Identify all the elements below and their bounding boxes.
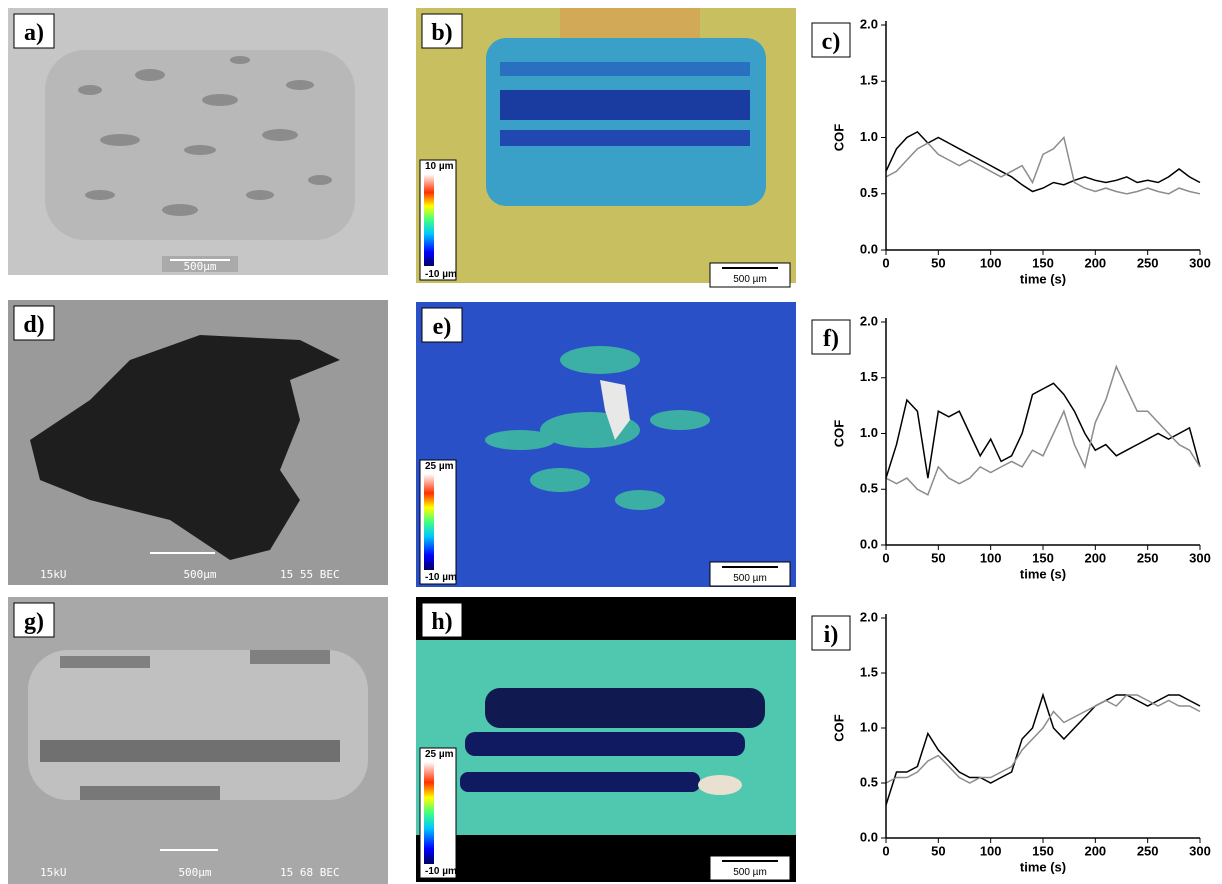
panel-label: d) xyxy=(23,312,44,338)
micrograph-a: 500µm a) xyxy=(8,8,388,275)
x-tick-label: 0 xyxy=(882,843,889,858)
x-tick-label: 100 xyxy=(980,255,1002,270)
y-tick-label: 2.0 xyxy=(860,609,878,624)
x-tick-label: 300 xyxy=(1189,550,1211,565)
panel-label: g) xyxy=(24,609,44,635)
data-line xyxy=(885,692,1201,806)
y-tick-label: 0.0 xyxy=(860,241,878,256)
y-tick-label: 0.5 xyxy=(860,774,878,789)
x-tick-label: 200 xyxy=(1084,255,1106,270)
panel-label: i) xyxy=(824,622,839,648)
sem-info: 15 55 BEC xyxy=(280,568,340,581)
scale-bar-label: 500µm xyxy=(183,568,216,581)
x-axis-label: time (s) xyxy=(1020,271,1066,286)
y-tick-label: 1.5 xyxy=(860,73,878,88)
y-tick-label: 0.0 xyxy=(860,829,878,844)
y-tick-label: 1.5 xyxy=(860,369,878,384)
sem-info: 15 68 BEC xyxy=(280,866,340,879)
colorbar-max: 10 µm xyxy=(425,161,454,172)
scale-bar-label: 500µm xyxy=(183,260,216,273)
x-tick-label: 0 xyxy=(882,255,889,270)
colorbar-min: -10 µm xyxy=(425,269,457,280)
y-tick-label: 0.5 xyxy=(860,481,878,496)
panel-label-box xyxy=(811,22,851,58)
panel-label: f) xyxy=(823,326,839,352)
x-tick-label: 150 xyxy=(1032,255,1054,270)
x-tick-label: 250 xyxy=(1137,843,1159,858)
panel-label: a) xyxy=(24,20,44,46)
x-tick-label: 300 xyxy=(1189,843,1211,858)
y-tick-label: 1.0 xyxy=(860,129,878,144)
y-axis-label: COF xyxy=(831,124,846,152)
x-tick-label: 50 xyxy=(931,843,945,858)
x-tick-label: 250 xyxy=(1137,550,1159,565)
y-tick-label: 1.0 xyxy=(860,719,878,734)
micrograph-d: 15kU 500µm 15 55 BEC d) xyxy=(8,300,388,585)
x-tick-label: 100 xyxy=(980,843,1002,858)
colorbar-max: 25 µm xyxy=(425,461,454,472)
height-map-h: 25 µm -10 µm 500 µm h) xyxy=(416,597,796,882)
height-map-e: 25 µm -10 µm 500 µm e) xyxy=(416,302,796,587)
panel-label-box xyxy=(811,615,851,651)
data-line xyxy=(885,694,1201,784)
data-line xyxy=(885,130,1201,193)
y-tick-label: 1.0 xyxy=(860,425,878,440)
scale-bar-label: 500 µm xyxy=(733,867,767,878)
x-tick-label: 150 xyxy=(1032,843,1054,858)
panel-label: b) xyxy=(431,20,452,46)
scale-bar-label: 500 µm xyxy=(733,573,767,584)
height-map-b: 10 µm -10 µm 500 µm b) xyxy=(416,8,796,288)
colorbar-max: 25 µm xyxy=(425,749,454,760)
y-axis-label: COF xyxy=(831,420,846,448)
y-axis-label: COF xyxy=(831,714,846,742)
panel-label: c) xyxy=(822,29,841,55)
data-line xyxy=(885,382,1201,479)
panel-label: e) xyxy=(433,314,452,340)
x-tick-label: 200 xyxy=(1084,843,1106,858)
y-tick-label: 2.0 xyxy=(860,16,878,31)
scale-bar-label: 500µm xyxy=(178,866,211,879)
colorbar-min: -10 µm xyxy=(425,572,457,583)
x-tick-label: 0 xyxy=(882,550,889,565)
scale-bar-label: 500 µm xyxy=(733,274,767,285)
data-line xyxy=(885,364,1201,496)
data-line xyxy=(885,135,1201,195)
x-tick-label: 100 xyxy=(980,550,1002,565)
colorbar-min: -10 µm xyxy=(425,866,457,877)
panel-label-box xyxy=(811,319,851,355)
y-tick-label: 0.5 xyxy=(860,185,878,200)
y-tick-label: 1.5 xyxy=(860,664,878,679)
y-tick-label: 2.0 xyxy=(860,313,878,328)
x-tick-label: 200 xyxy=(1084,550,1106,565)
y-tick-label: 0.0 xyxy=(860,536,878,551)
x-tick-label: 50 xyxy=(931,255,945,270)
sem-info: 15kU xyxy=(40,568,67,581)
sem-info: 15kU xyxy=(40,866,67,879)
x-tick-label: 150 xyxy=(1032,550,1054,565)
x-tick-label: 250 xyxy=(1137,255,1159,270)
x-tick-label: 50 xyxy=(931,550,945,565)
panel-label: h) xyxy=(431,609,452,635)
micrograph-g: 15kU 500µm 15 68 BEC g) xyxy=(8,597,388,884)
x-axis-label: time (s) xyxy=(1020,859,1066,874)
x-tick-label: 300 xyxy=(1189,255,1211,270)
x-axis-label: time (s) xyxy=(1020,566,1066,581)
